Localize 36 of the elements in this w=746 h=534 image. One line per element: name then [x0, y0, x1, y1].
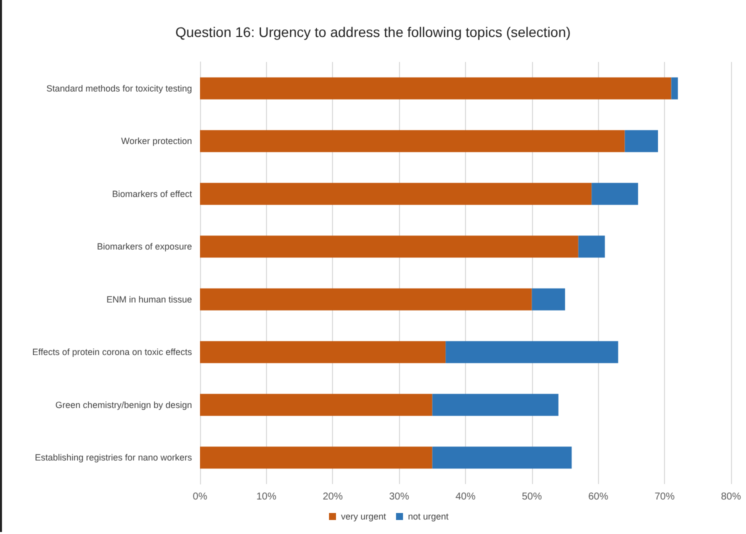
bar	[624, 130, 658, 152]
x-tick-label: 80%	[720, 492, 742, 502]
bar	[200, 77, 672, 100]
bar	[200, 182, 592, 205]
x-tick-label: 20%	[322, 492, 343, 502]
bar	[200, 394, 432, 416]
x-tick-label: 0%	[192, 492, 208, 502]
chart-title: Question 16: Urgency to address the following topics (selection)	[175, 24, 571, 40]
bar	[578, 236, 605, 258]
y-tick-label: ENM in human tissue	[106, 294, 192, 304]
bar	[671, 77, 678, 100]
y-tick-label: Standard methods for toxicity testing	[46, 83, 192, 94]
bar	[446, 341, 618, 364]
legend-label: very urgent	[341, 512, 387, 522]
x-tick-label: 30%	[389, 492, 410, 502]
x-tick-label: 70%	[654, 492, 675, 502]
bar	[200, 130, 625, 152]
y-tick-label: Biomarkers of exposure	[96, 242, 192, 252]
bar	[200, 288, 532, 310]
bar	[200, 236, 578, 258]
bar	[200, 446, 432, 469]
y-tick-label: Effects of protein corona on toxic effects	[32, 347, 192, 358]
bar	[532, 288, 566, 310]
x-tick-label: 50%	[522, 492, 542, 502]
bar	[592, 182, 638, 205]
x-tick-label: 10%	[256, 492, 276, 502]
x-tick-label: 40%	[455, 492, 476, 502]
y-tick-label: Green chemistry/benign by design	[55, 400, 192, 410]
bar	[432, 394, 558, 416]
bar	[200, 341, 446, 364]
y-tick-label: Establishing registries for nano workers	[34, 452, 192, 463]
x-tick-label: 60%	[588, 492, 608, 502]
y-tick-label: Biomarkers of effect	[112, 188, 192, 199]
bar	[432, 446, 572, 469]
y-tick-label: Worker protection	[121, 136, 192, 146]
legend-label: not urgent	[408, 512, 450, 522]
